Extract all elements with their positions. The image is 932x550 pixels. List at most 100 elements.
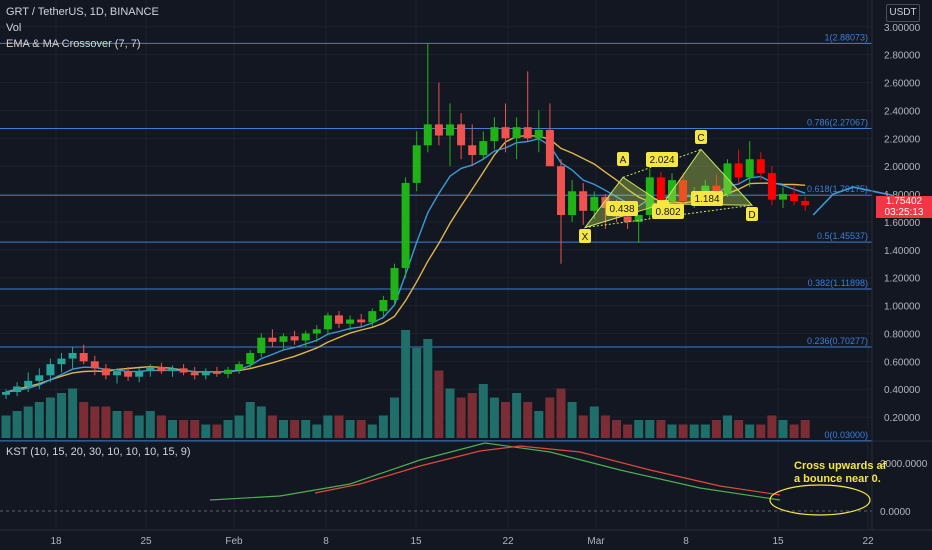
candle-body xyxy=(90,361,99,369)
pattern-ratio-label: 0.438 xyxy=(609,204,634,215)
candle-body xyxy=(390,267,399,301)
candle-body xyxy=(168,368,177,372)
volume-bar xyxy=(423,339,433,438)
kst-tick-label: 2000.0000 xyxy=(880,459,928,470)
volume-bar xyxy=(12,411,22,438)
volume-bar xyxy=(534,411,544,438)
last-price: 1.75402 xyxy=(885,196,923,207)
candle-body xyxy=(779,194,787,200)
candle-body xyxy=(545,129,554,167)
volume-bar xyxy=(179,420,189,438)
kst-label: KST (10, 15, 20, 30, 10, 10, 10, 15, 9) xyxy=(6,446,191,458)
price-tick-label: 0.80000 xyxy=(884,329,921,340)
volume-bar xyxy=(23,406,33,438)
candle-body xyxy=(179,368,188,373)
kst-indicator: 2000.0000 0.0000 xyxy=(0,442,928,518)
candle-body xyxy=(357,319,366,323)
volume-bar xyxy=(68,388,78,438)
kst-signal-line xyxy=(314,445,781,496)
candle-body xyxy=(212,371,221,374)
volume-bar xyxy=(279,420,288,438)
candle-body xyxy=(190,372,199,376)
candle-body xyxy=(590,196,599,211)
volume-bar xyxy=(756,424,766,438)
projection-line xyxy=(812,186,894,216)
pattern-ratio-badge xyxy=(606,201,638,216)
volume-bar xyxy=(445,388,455,438)
annotation-note: Cross upwards af a bounce near 0. xyxy=(794,460,886,486)
pattern-point-label: X xyxy=(582,232,589,243)
volume-bar xyxy=(378,415,388,438)
price-tick-label: 0.40000 xyxy=(884,385,921,396)
price-tick-label: 1.00000 xyxy=(884,302,921,313)
ema-ma-label: EMA & MA Crossover (7, 7) xyxy=(6,38,141,50)
volume-bar xyxy=(301,420,311,438)
volume-bar xyxy=(367,424,377,438)
fib-level-label: 0(0.03000) xyxy=(824,430,868,440)
price-axis[interactable]: 3.00000 2.80000 2.60000 2.40000 2.20000 2.000… xyxy=(871,0,921,530)
volume-bar xyxy=(467,393,477,438)
time-tick-label: 15 xyxy=(772,536,784,547)
volume-bar xyxy=(734,420,744,438)
volume-bar xyxy=(312,424,322,438)
time-tick-label: 22 xyxy=(502,536,514,547)
volume-bar xyxy=(145,411,155,438)
volume-bar xyxy=(168,420,177,438)
candle-body xyxy=(401,182,410,268)
volume-bar xyxy=(700,424,710,438)
currency-badge[interactable]: USDT xyxy=(886,4,920,22)
time-axis[interactable]: 18 25 Feb 8 15 22 Mar 8 15 22 xyxy=(50,536,874,547)
candle-body xyxy=(457,124,466,146)
candle-body xyxy=(224,369,232,374)
volume-bar xyxy=(512,393,522,438)
price-tick-label: 2.20000 xyxy=(884,134,921,145)
volume-bar xyxy=(789,424,799,438)
volume-bar xyxy=(101,406,111,438)
pattern-ratio-badge xyxy=(691,191,723,206)
candle-body xyxy=(124,371,133,377)
pattern-ratio-label: 1.184 xyxy=(694,194,719,205)
volume-bar xyxy=(434,370,444,438)
volume-bar xyxy=(323,415,333,438)
candle-body xyxy=(468,145,477,156)
volume-bar xyxy=(1,415,11,438)
candle-body xyxy=(623,216,632,222)
candle-body xyxy=(412,145,421,183)
price-tick-label: 1.80000 xyxy=(884,190,921,201)
volume-bar xyxy=(778,420,788,438)
candle-body xyxy=(57,358,66,365)
price-tick-label: 1.40000 xyxy=(884,246,921,257)
candle-body xyxy=(557,166,565,215)
pattern-ratio-badge xyxy=(646,152,678,167)
fib-level-label: 0.236(0.70277) xyxy=(807,336,868,346)
volume-bar xyxy=(612,420,621,438)
volume-bar xyxy=(34,402,44,438)
volume-bar xyxy=(745,424,755,438)
fib-level-label: 0.618(1.79175) xyxy=(807,184,868,194)
pattern-ratio-label: 0.802 xyxy=(655,207,680,218)
pattern-point-label: A xyxy=(620,155,627,166)
volume-bar xyxy=(57,393,66,438)
volume-bar xyxy=(256,406,266,438)
kst-line xyxy=(209,442,781,501)
volume-bar xyxy=(190,420,200,438)
pattern-point-badge xyxy=(695,130,707,144)
price-tick-label: 2.40000 xyxy=(884,106,921,117)
volume-bar xyxy=(201,424,211,438)
volume-bar xyxy=(234,415,244,438)
volume-bar xyxy=(412,348,422,438)
candle-body xyxy=(434,124,443,136)
candle-body xyxy=(279,336,288,342)
candle-body xyxy=(601,196,610,209)
time-tick-label: Feb xyxy=(225,536,243,547)
candle-body xyxy=(523,127,532,139)
volume-bar xyxy=(267,415,277,438)
candle-body xyxy=(79,352,88,362)
price-tick-label: 2.00000 xyxy=(884,162,921,173)
volume-bar xyxy=(689,424,699,438)
time-tick-label: 15 xyxy=(410,536,422,547)
price-tick-label: 1.20000 xyxy=(884,274,921,285)
candle-body xyxy=(46,364,55,376)
volume-bar xyxy=(390,397,399,438)
